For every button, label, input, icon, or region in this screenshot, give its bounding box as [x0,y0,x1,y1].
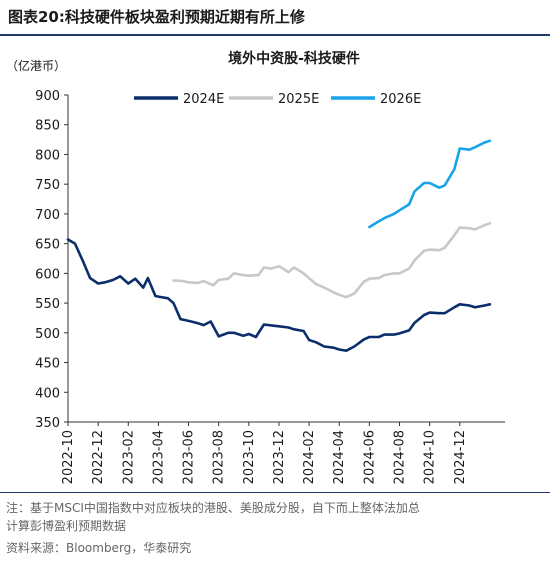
y-tick-label: 600 [35,267,60,282]
figure-title-text: 科技硬件板块盈利预期近期有所上修 [64,8,305,26]
figure-title: 图表20:科技硬件板块盈利预期近期有所上修 [8,6,305,27]
x-tick-label: 2024-08 [393,430,408,484]
y-tick-label: 850 [35,119,60,134]
chart-note-line2: 计算彭博盈利预期数据 [6,519,127,533]
x-tick-label: 2023-10 [242,430,257,484]
y-tick-label: 700 [35,208,60,223]
chart-legend: 2024E 2025E 2026E [134,92,421,107]
y-tick-label: 800 [35,148,60,163]
legend-label-2025E: 2025E [278,92,319,107]
chart-source: 资料来源：Bloomberg，华泰研究 [6,541,192,555]
y-tick-label: 550 [35,297,60,312]
x-tick-label: 2022-12 [91,430,106,484]
x-tick-label: 2024-04 [332,430,347,484]
chart-note-line1: 注：基于MSCI中国指数中对应板块的港股、美股成分股，自下而上整体法加总 [6,501,420,515]
line-chart: 境外中资股-科技硬件 （亿港币） 2024E 2025E 2026E 350 400 450 5… [6,50,505,484]
x-tick-label: 2024-02 [302,430,317,484]
x-tick-label: 2023-02 [121,430,136,484]
x-tick-label: 2023-04 [151,430,166,484]
x-tick-label: 2022-10 [61,430,76,484]
x-tick-label: 2023-06 [182,430,197,484]
x-tick-label: 2024-12 [453,430,468,484]
x-tick-label: 2024-06 [362,430,377,484]
series-line-2025E [172,222,492,299]
figure-label: 图表20: [8,8,65,26]
legend-label-2024E: 2024E [183,92,224,107]
y-axis-unit: （亿港币） [6,58,66,73]
x-tick-label: 2024-10 [423,430,438,484]
x-tick-label: 2023-12 [272,430,287,484]
series-line-2024E [66,238,492,352]
y-tick-label: 650 [35,238,60,253]
y-tick-label: 750 [35,178,60,193]
x-tick-label: 2023-08 [212,430,227,484]
y-tick-label: 900 [35,89,60,104]
y-tick-label: 500 [35,327,60,342]
y-tick-label: 350 [35,416,60,431]
series-line-2026E [368,139,492,229]
y-tick-label: 400 [35,386,60,401]
figure-header: 图表20:科技硬件板块盈利预期近期有所上修 [0,0,550,36]
footer-rule [0,492,550,493]
header-rule [0,34,550,36]
y-tick-label: 450 [35,357,60,372]
legend-label-2026E: 2026E [380,92,421,107]
chart-title: 境外中资股-科技硬件 [228,50,360,67]
